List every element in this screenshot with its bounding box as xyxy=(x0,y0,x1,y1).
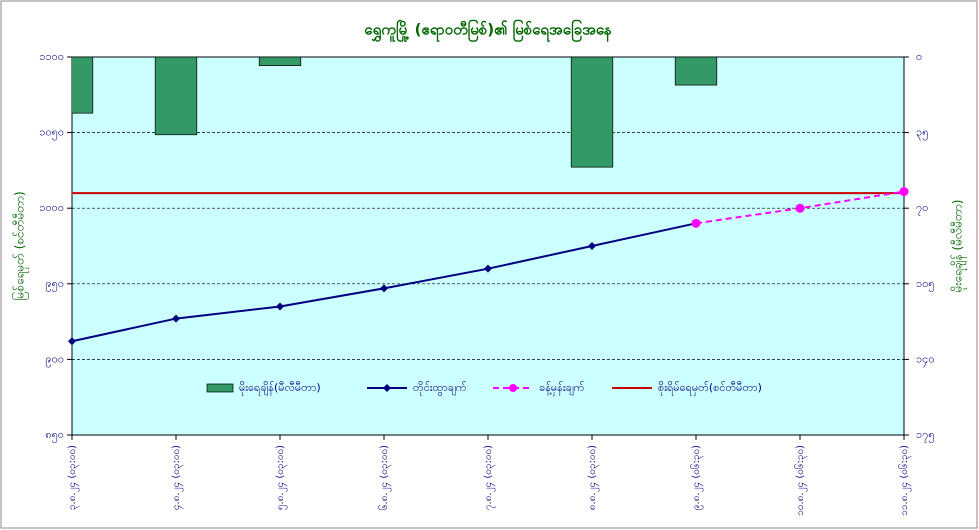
y-axis-label: မြစ်ရေမှတ် (စင်တီမီတာ) xyxy=(11,191,30,300)
x-tick-label: ၄.၈.၂၄ (၀၃:၀၀) xyxy=(171,445,184,510)
plot-layer xyxy=(72,57,904,435)
x-tick-label: ၃.၈.၂၄ (၀၃:၀၀) xyxy=(67,445,80,510)
y2-tick-label: ၇၀ xyxy=(916,201,928,216)
legend-label: စိုးရိမ်ရေမှတ်(စင်တီမီတာ) xyxy=(658,381,762,396)
legend-label: တိုင်းထွာချက် xyxy=(413,381,467,396)
point xyxy=(68,337,76,346)
y2-axis-label: မိုးရေချိန် (မီလီမီတာ) xyxy=(950,200,968,293)
x-tick-label: ၁၀.၈.၂၄ (၀၆:၃၀) xyxy=(793,445,808,516)
y-tick-label: ၈၅၀ xyxy=(45,428,64,443)
x-tick-label: ၉.၈.၂၄ (၀၆:၃၀) xyxy=(689,445,704,510)
x-tick-label: ၁၁.၈.၂၄ (၀၆:၃၀) xyxy=(897,445,912,516)
bar xyxy=(154,57,198,136)
point xyxy=(172,314,180,323)
point xyxy=(380,284,388,293)
bar xyxy=(674,57,718,86)
x-tick-label: ၆.၈.၂၄ (၀၃:၀၀) xyxy=(377,445,392,510)
point xyxy=(795,203,805,213)
bar xyxy=(258,57,302,66)
y2-tick-label: ၁၀၅ xyxy=(916,277,935,292)
point xyxy=(691,218,701,228)
bar xyxy=(570,57,614,168)
y-tick-label: ၁၀၀၀ xyxy=(39,201,64,214)
point xyxy=(588,242,596,250)
point xyxy=(484,264,492,273)
legend-swatch xyxy=(206,383,234,393)
plot-area xyxy=(71,56,905,436)
legend-marker xyxy=(383,384,391,392)
point xyxy=(899,187,909,197)
y2-tick-label: ၁၄၀ xyxy=(916,352,935,367)
legend-label: မိုးရေချိန်(မီလီမီတာ) xyxy=(239,381,321,396)
legend-label: ခန့်မှန်းချက် xyxy=(539,381,585,396)
y-tick-label: ၉၅၀ xyxy=(45,277,64,292)
y2-tick-label: ၁၇၅ xyxy=(916,428,935,443)
point xyxy=(276,302,284,311)
y2-tick-label: ၀ xyxy=(916,50,922,63)
x-tick-label: ၈.၈.၂၄ (၀၃:၀၀) xyxy=(587,445,600,510)
bar xyxy=(72,57,94,114)
x-tick-label: ၅.၈.၂၄ (၀၃:၀၀) xyxy=(275,445,288,510)
y-tick-label: ၁၁၀၀ xyxy=(39,50,64,63)
legend-marker xyxy=(509,384,517,392)
y2-tick-label: ၃၅ xyxy=(916,126,928,141)
y-tick-label: ၉၀၀ xyxy=(45,352,64,367)
y-tick-label: ၁၀၅၀ xyxy=(39,126,64,141)
x-tick-label: ၇.၈.၂၄ (၀၃:၀၀) xyxy=(483,445,496,510)
